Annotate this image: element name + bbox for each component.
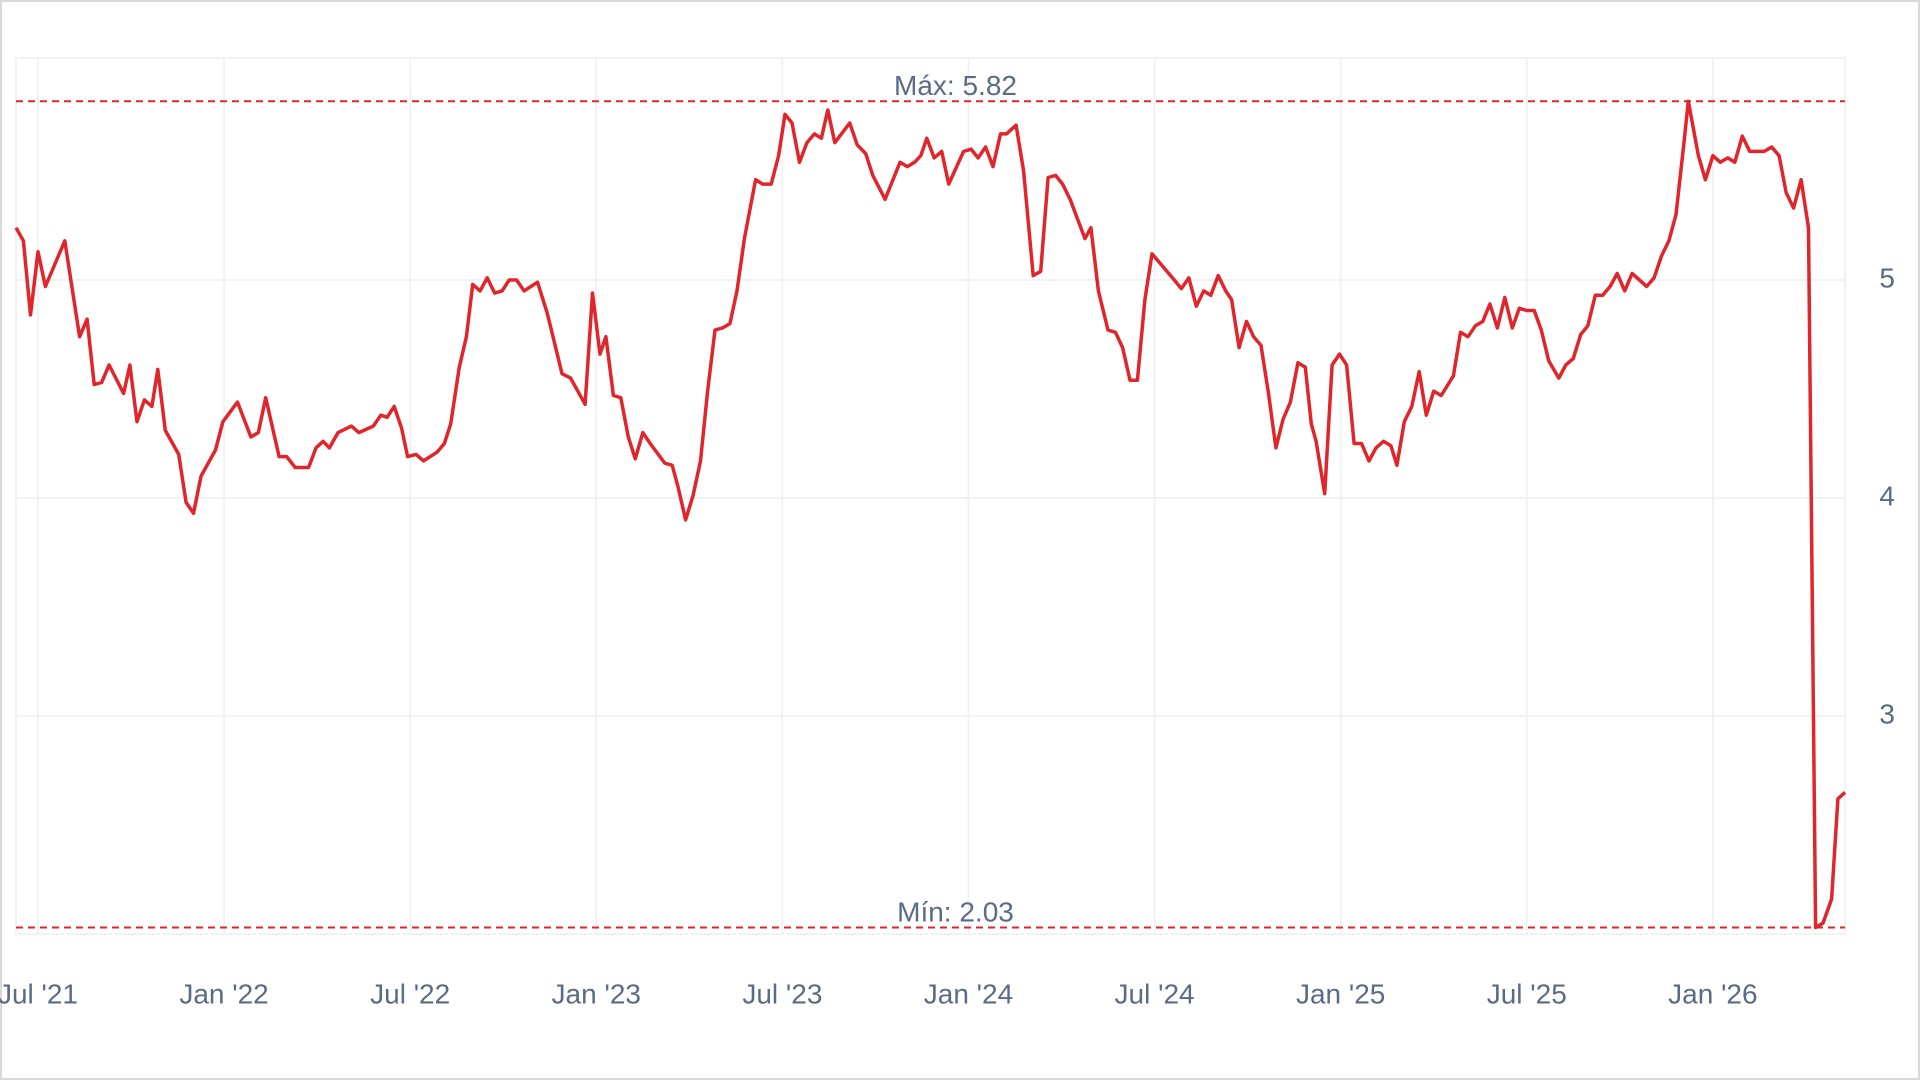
x-tick-label: Jan '26: [1668, 978, 1757, 1009]
plot-area: [15, 57, 1846, 935]
y-tick-label: 4: [1879, 480, 1895, 511]
x-tick-label: Jul '22: [370, 978, 450, 1009]
x-tick-label: Jul '25: [1487, 978, 1567, 1009]
y-tick-label: 5: [1879, 262, 1895, 293]
reference-label: Mín: 2.03: [897, 896, 1014, 927]
data-line: [14, 99, 1847, 930]
x-tick-label: Jan '24: [924, 978, 1013, 1009]
x-tick-label: Jan '22: [179, 978, 268, 1009]
x-tick-label: Jul '21: [0, 978, 78, 1009]
x-tick-label: Jan '23: [552, 978, 641, 1009]
x-tick-label: Jul '24: [1115, 978, 1195, 1009]
reference-label: Máx: 5.82: [894, 70, 1017, 101]
y-tick-label: 3: [1879, 698, 1895, 729]
x-tick-label: Jan '25: [1296, 978, 1385, 1009]
x-tick-label: Jul '23: [742, 978, 822, 1009]
